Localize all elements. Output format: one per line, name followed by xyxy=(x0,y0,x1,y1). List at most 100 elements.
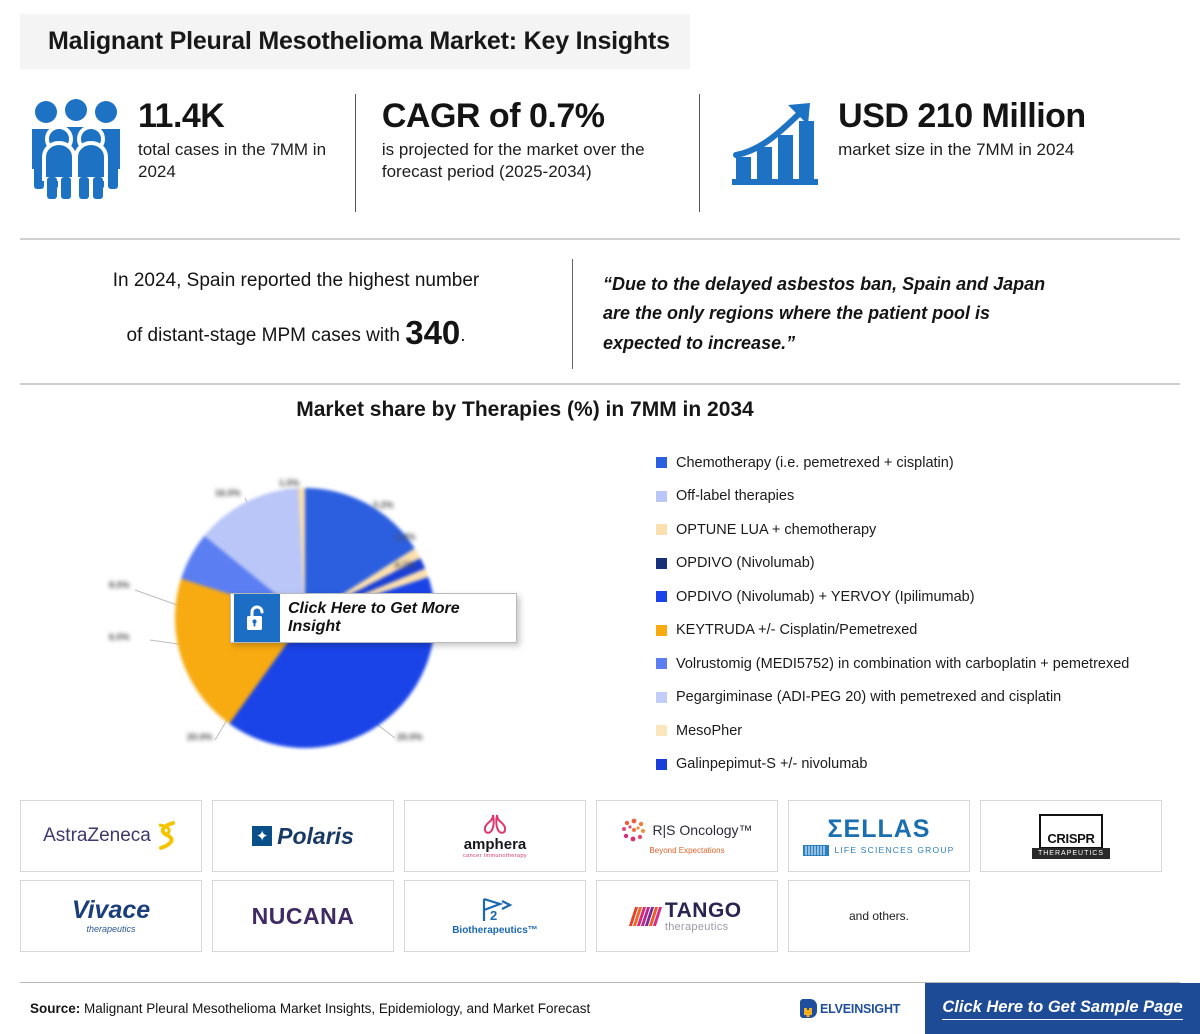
spain-stat-prefix: of distant-stage MPM cases with xyxy=(126,325,406,346)
company-logo-grid: AstraZeneca ✦ Polaris xyxy=(20,800,1180,960)
pie-label-pct-2: 16.0% xyxy=(215,488,241,498)
logo-amphera-text: amphera xyxy=(463,836,527,854)
get-sample-page-button[interactable]: Click Here to Get Sample Page xyxy=(925,983,1200,1034)
spain-stat-block: In 2024, Spain reported the highest numb… xyxy=(20,248,572,380)
rs-oncology-dots-icon xyxy=(622,818,646,842)
unlock-insight-label: Click Here to Get More Insight xyxy=(288,600,460,635)
spain-stat-suffix: . xyxy=(460,325,466,346)
pie-label-pct-3: 0.2% xyxy=(373,500,394,510)
logo-vivace-tagline: therapeutics xyxy=(86,924,136,934)
a2-flag-icon: 2 xyxy=(482,897,513,922)
legend-item[interactable]: OPDIVO (Nivolumab) xyxy=(656,547,1200,581)
legend-item[interactable]: MesoPher xyxy=(656,714,1200,748)
people-group-icon xyxy=(28,95,124,206)
insight-row: In 2024, Spain reported the highest numb… xyxy=(20,248,1180,380)
logo-amphera[interactable]: amphera cancer immunotherapy xyxy=(404,800,586,872)
pie-label-pct-5: 6.2% xyxy=(395,560,416,570)
legend-item[interactable]: KEYTRUDA +/- Cisplatin/Pemetrexed xyxy=(656,614,1200,648)
logo-row-2: Vivace therapeutics NUCANA 2 xyxy=(20,880,1180,952)
logo-vivace-therapeutics[interactable]: Vivace therapeutics xyxy=(20,880,202,952)
source-citation: Source: Malignant Pleural Mesothelioma M… xyxy=(30,1001,590,1016)
chart-legend: Chemotherapy (i.e. pemetrexed + cisplati… xyxy=(656,446,1200,781)
logo-rs-oncology-tagline: Beyond Expectations xyxy=(649,846,725,855)
stat-total-cases: 11.4K total cases in the 7MM in 2024 xyxy=(20,93,355,213)
logo-sellas[interactable]: ΣELLAS LIFE SCIENCES GROUP xyxy=(788,800,970,872)
amphera-lungs-icon xyxy=(483,815,507,834)
legend-item[interactable]: OPDIVO (Nivolumab) + YERVOY (Ipilimumab) xyxy=(656,580,1200,614)
logo-astrazeneca[interactable]: AstraZeneca xyxy=(20,800,202,872)
pie-label-pct-10: 20.0% xyxy=(187,732,213,742)
legend-swatch xyxy=(656,691,667,703)
pie-label-pct-8: 8.0% xyxy=(109,580,130,590)
chart-title: Market share by Therapies (%) in 7MM in … xyxy=(296,398,754,421)
legend-label: MesoPher xyxy=(676,722,743,739)
stat-divider-2 xyxy=(699,94,701,212)
legend-swatch xyxy=(656,490,667,502)
legend-swatch xyxy=(656,725,667,737)
legend-label: Pegargiminase (ADI-PEG 20) with pemetrex… xyxy=(676,689,1062,706)
logo-tango-therapeutics[interactable]: TANGO therapeutics xyxy=(596,880,778,952)
logo-crispr-therapeutics[interactable]: CRISPR THERAPEUTICS xyxy=(980,800,1162,872)
logo-tango-text: TANGO xyxy=(664,898,742,922)
legend-swatch xyxy=(656,591,667,603)
logo-and-others: and others. xyxy=(788,880,970,952)
pie-chart-wrap: 1.0% 16.0% 0.2% 1.4% 6.2% 40.0% 20.0% 8.… xyxy=(95,450,595,780)
legend-label: KEYTRUDA +/- Cisplatin/Pemetrexed xyxy=(676,622,918,639)
legend-label: OPDIVO (Nivolumab) + YERVOY (Ipilimumab) xyxy=(676,588,975,605)
logo-row-1: AstraZeneca ✦ Polaris xyxy=(20,800,1180,872)
logo-crispr-tagline: THERAPEUTICS xyxy=(1031,847,1111,859)
delveinsight-logo: ELVEINSIGHT xyxy=(800,999,900,1018)
expert-quote: “Due to the delayed asbestos ban, Spain … xyxy=(603,274,1046,353)
stat-description: is projected for the market over the for… xyxy=(381,139,645,182)
legend-item[interactable]: Pegargiminase (ADI-PEG 20) with pemetrex… xyxy=(656,681,1200,715)
stat-value: 11.4K xyxy=(138,97,225,135)
svg-text:2: 2 xyxy=(490,908,497,922)
logo-sellas-tagline: LIFE SCIENCES GROUP xyxy=(834,845,955,855)
legend-label: OPTUNE LUA + chemotherapy xyxy=(676,521,877,538)
polaris-star-icon: ✦ xyxy=(252,826,273,846)
logo-a2-biotherapeutics[interactable]: 2 Biotherapeutics™ xyxy=(404,880,586,952)
legend-label: OPDIVO (Nivolumab) xyxy=(676,555,815,572)
divider-rule-top xyxy=(20,238,1180,240)
stat-value: CAGR of 0.7% xyxy=(381,97,605,135)
stat-market-size: USD 210 Million market size in the 7MM i… xyxy=(700,93,1180,213)
logo-nucana[interactable]: NUCANA xyxy=(212,880,394,952)
page-title: Malignant Pleural Mesothelioma Market: K… xyxy=(48,27,670,55)
legend-swatch xyxy=(656,758,667,770)
spain-stat-number: 340 xyxy=(405,314,461,351)
logo-polaris[interactable]: ✦ Polaris xyxy=(212,800,394,872)
legend-swatch xyxy=(656,457,667,469)
logo-rs-oncology[interactable]: R|S Oncology™ Beyond Expectations xyxy=(596,800,778,872)
stat-text-block: 11.4K total cases in the 7MM in 2024 xyxy=(138,93,355,184)
growth-bar-chart-icon xyxy=(728,95,824,196)
legend-item[interactable]: OPTUNE LUA + chemotherapy xyxy=(656,513,1200,547)
delveinsight-wordmark: ELVEINSIGHT xyxy=(820,1001,901,1016)
stat-description: total cases in the 7MM in 2024 xyxy=(138,139,327,182)
header-banner: Malignant Pleural Mesothelioma Market: K… xyxy=(20,14,690,69)
logo-tango-tagline: therapeutics xyxy=(664,920,729,933)
legend-item[interactable]: Volrustomig (MEDI5752) in combination wi… xyxy=(656,647,1200,681)
logo-polaris-text: Polaris xyxy=(277,822,354,849)
pie-label-pct-9: 6.0% xyxy=(109,632,130,642)
astrazeneca-helix-icon xyxy=(158,821,175,850)
logo-crispr-text: CRISPR xyxy=(1039,813,1103,849)
pie-label-pct-7: 20.0% xyxy=(397,732,423,742)
legend-label: Chemotherapy (i.e. pemetrexed + cisplati… xyxy=(676,454,954,471)
legend-item[interactable]: Chemotherapy (i.e. pemetrexed + cisplati… xyxy=(656,446,1200,480)
quote-block: “Due to the delayed asbestos ban, Spain … xyxy=(573,248,1180,380)
legend-item[interactable]: Galinpepimut-S +/- nivolumab xyxy=(656,748,1200,782)
source-label: Source: xyxy=(30,1001,81,1016)
legend-swatch xyxy=(656,624,667,636)
legend-label: Galinpepimut-S +/- nivolumab xyxy=(676,756,868,773)
legend-label: Volrustomig (MEDI5752) in combination wi… xyxy=(676,655,1130,672)
source-text: Malignant Pleural Mesothelioma Market In… xyxy=(80,1001,591,1016)
stat-divider-1 xyxy=(354,94,356,212)
unlock-insight-button[interactable]: Click Here to Get More Insight xyxy=(230,593,517,643)
get-sample-page-label: Click Here to Get Sample Page xyxy=(942,998,1183,1020)
stat-cagr: CAGR of 0.7% is projected for the market… xyxy=(356,93,699,213)
stat-text-block: USD 210 Million market size in the 7MM i… xyxy=(838,93,1086,161)
delveinsight-mark-icon xyxy=(800,999,817,1018)
legend-item[interactable]: Off-label therapies xyxy=(656,480,1200,514)
tango-stripes-icon xyxy=(629,906,662,926)
